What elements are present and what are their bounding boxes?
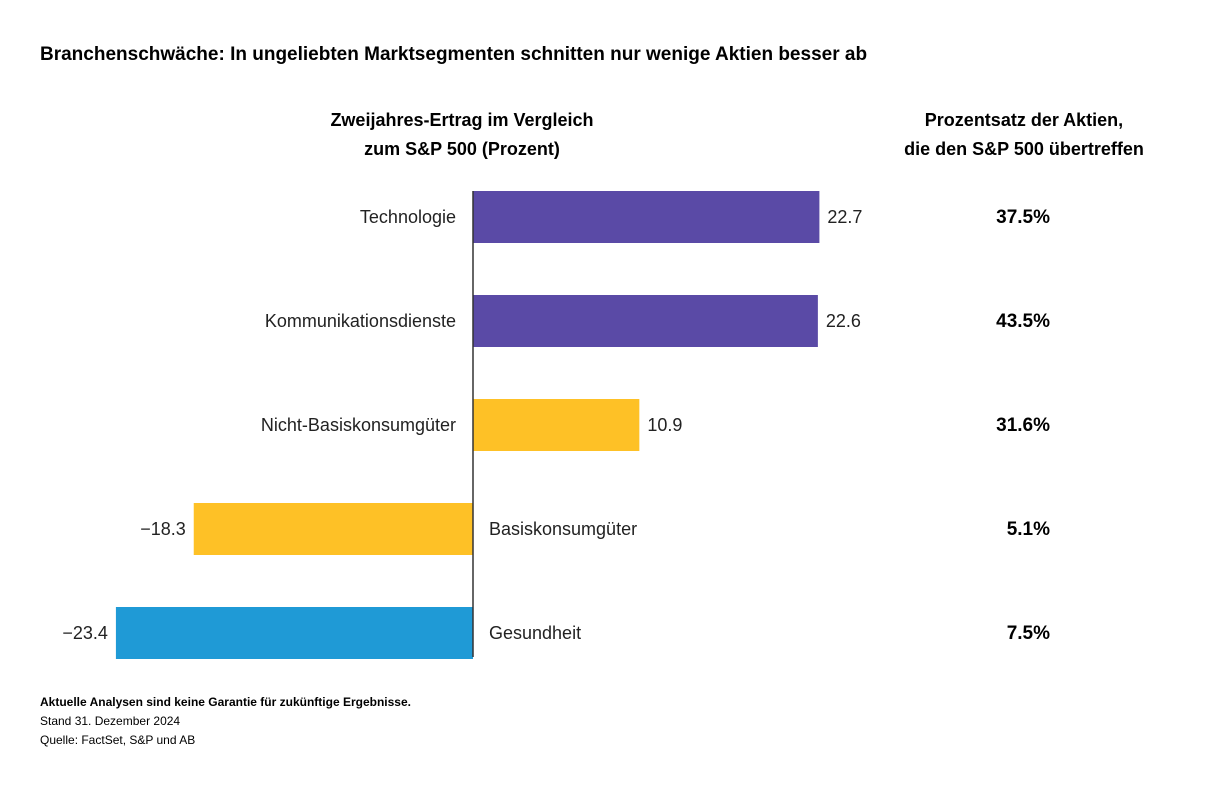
value-label: 22.6 [826, 311, 861, 331]
bar-technologie [473, 191, 820, 243]
right-header-line-1: Prozentsatz der Aktien, [924, 110, 1124, 130]
category-label: Basiskonsumgüter [489, 519, 637, 539]
bar-basiskonsumg-ter [193, 503, 473, 555]
value-label: −18.3 [140, 519, 186, 539]
category-label: Technologie [360, 207, 456, 227]
right-header-line-2: die den S&P 500 übertreffen [904, 139, 1144, 159]
chart-title: Branchenschwäche: In ungeliebten Marktse… [40, 44, 868, 65]
left-column-header: Zweijahres-Ertrag im Vergleich zum S&P 5… [262, 106, 662, 164]
category-label: Nicht-Basiskonsumgüter [261, 415, 456, 435]
bar-gesundheit [115, 607, 473, 659]
value-label: −23.4 [62, 623, 108, 643]
right-column-header: Prozentsatz der Aktien, die den S&P 500 … [834, 106, 1214, 164]
footer-date: Stand 31. Dezember 2024 [40, 714, 181, 728]
percent-outperforming-value: 31.6% [996, 415, 1050, 436]
category-label: Gesundheit [489, 623, 581, 643]
bar-kommunikationsdienste [473, 295, 818, 347]
footer-disclaimer: Aktuelle Analysen sind keine Garantie fü… [40, 695, 411, 709]
footer-source: Quelle: FactSet, S&P und AB [40, 733, 196, 747]
value-label: 10.9 [647, 415, 682, 435]
percent-outperforming-value: 43.5% [996, 311, 1050, 332]
left-header-line-2: zum S&P 500 (Prozent) [364, 139, 560, 159]
percent-outperforming-value: 7.5% [1007, 623, 1050, 644]
percent-outperforming-value: 37.5% [996, 207, 1050, 228]
category-label: Kommunikationsdienste [265, 311, 456, 331]
footer: Aktuelle Analysen sind keine Garantie fü… [40, 693, 411, 750]
left-header-line-1: Zweijahres-Ertrag im Vergleich [330, 110, 594, 130]
bar-nicht-basiskonsumg-ter [473, 399, 640, 451]
percent-outperforming-value: 5.1% [1007, 519, 1050, 540]
value-label: 22.7 [827, 207, 862, 227]
